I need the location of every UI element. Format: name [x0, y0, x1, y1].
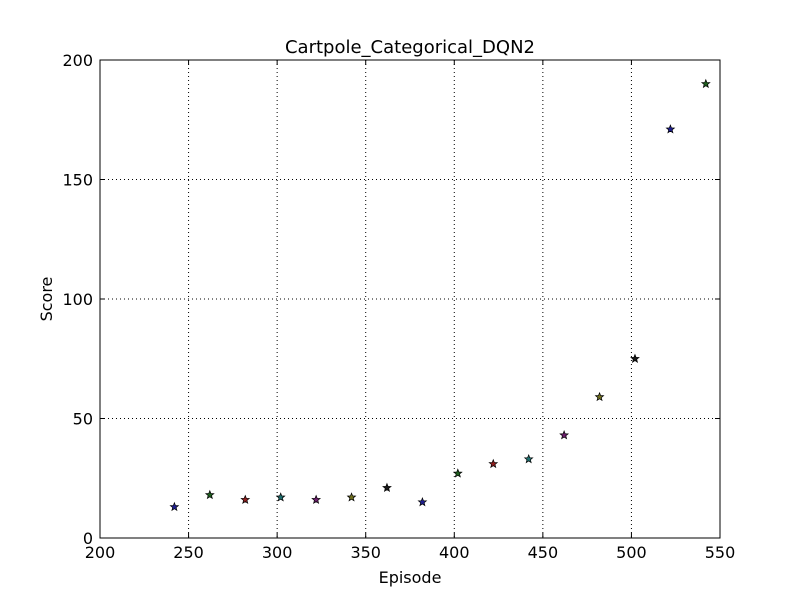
x-tick-label: 450	[528, 543, 559, 562]
x-tick-label: 350	[350, 543, 381, 562]
x-axis-label: Episode	[379, 568, 442, 587]
data-point	[382, 482, 392, 492]
data-point	[275, 492, 286, 502]
y-tick-label: 50	[73, 410, 93, 429]
axis-ticks: 200 250 300 350 400 450 500 550 0 50 100 150 200	[62, 51, 735, 562]
x-tick-label: 200	[85, 543, 116, 562]
data-point	[700, 78, 711, 89]
data-point	[523, 453, 534, 464]
data-point	[346, 492, 357, 502]
data-point	[488, 458, 499, 469]
data-point	[559, 430, 570, 440]
data-point	[204, 489, 215, 500]
chart-title: Cartpole_Categorical_DQN2	[285, 37, 535, 58]
data-point	[311, 494, 322, 504]
x-tick-label: 550	[705, 543, 736, 562]
x-tick-label: 400	[439, 543, 470, 562]
data-point	[665, 124, 676, 134]
grid-lines	[100, 60, 720, 538]
y-tick-label: 100	[62, 290, 93, 309]
data-point	[169, 501, 180, 512]
plot-frame	[99, 59, 721, 539]
data-points	[169, 78, 711, 512]
y-tick-label: 150	[62, 171, 93, 190]
x-tick-label: 250	[173, 543, 204, 562]
data-point	[630, 353, 640, 363]
x-tick-label: 300	[262, 543, 293, 562]
data-point	[240, 494, 251, 504]
data-point	[452, 468, 463, 478]
y-tick-label: 200	[62, 51, 93, 70]
x-tick-label: 500	[616, 543, 647, 562]
y-axis-label: Score	[37, 277, 56, 322]
y-tick-label: 0	[83, 529, 93, 548]
data-point	[594, 391, 605, 402]
data-point	[417, 496, 428, 507]
